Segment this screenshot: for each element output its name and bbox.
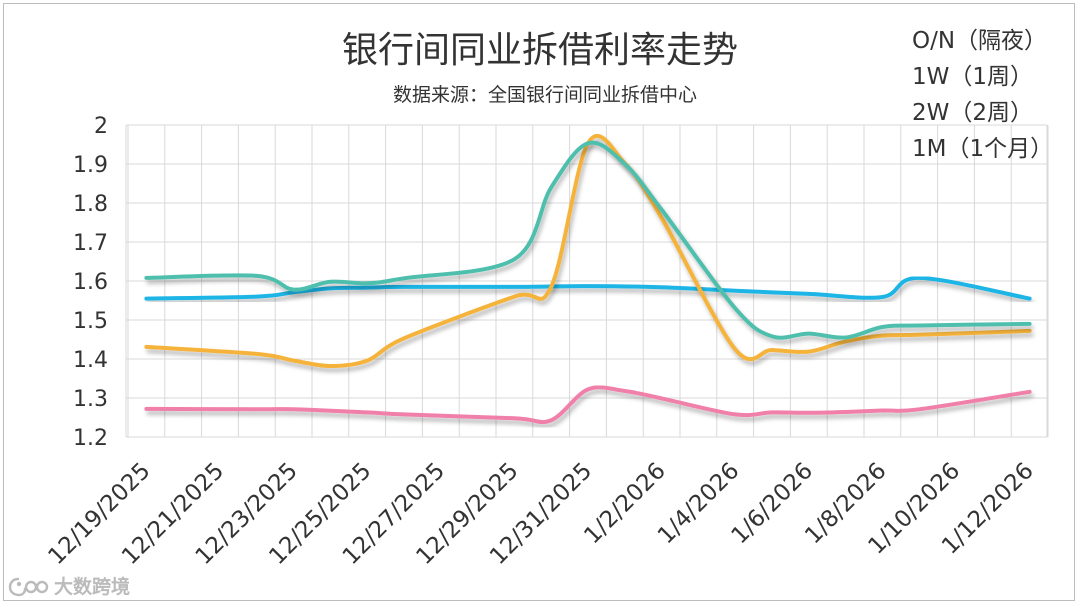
legend-label: 2W（2周） [912,100,1033,126]
legend-label: 1W（1周） [912,64,1033,90]
axes: 21.91.81.71.61.51.41.31.212/19/202512/21… [44,114,1039,570]
chart-title: 银行间同业拆借利率走势 [342,30,738,71]
y-tick-label: 1.9 [73,153,108,178]
chart-frame [3,3,1075,601]
series-line-2 [144,140,1032,340]
y-tick-label: 1.7 [73,231,108,256]
y-tick-label: 2 [94,114,108,139]
y-tick-label: 1.5 [73,309,108,334]
watermark: 大数跨境 [8,572,130,599]
y-tick-label: 1.6 [73,270,108,295]
y-tick-label: 1.4 [73,348,108,373]
series-line-0 [144,385,1032,425]
y-tick-label: 1.2 [73,426,108,451]
y-tick-label: 1.3 [73,387,108,412]
legend: O/N（隔夜） 1W（1周） 2W（2周） 1M（1个月） [847,28,1053,162]
y-tick-label: 1.8 [73,192,108,217]
watermark-text: 大数跨境 [54,576,131,598]
series-lines [144,134,1032,425]
legend-label: 1M（1个月） [912,136,1053,162]
logo-icon [8,577,49,596]
chart-subtitle: 数据来源：全国银行间同业拆借中心 [393,84,697,106]
series-line-1 [144,134,1032,368]
legend-label: O/N（隔夜） [912,28,1047,54]
grid [125,124,1049,438]
series-line-3 [144,275,1032,301]
